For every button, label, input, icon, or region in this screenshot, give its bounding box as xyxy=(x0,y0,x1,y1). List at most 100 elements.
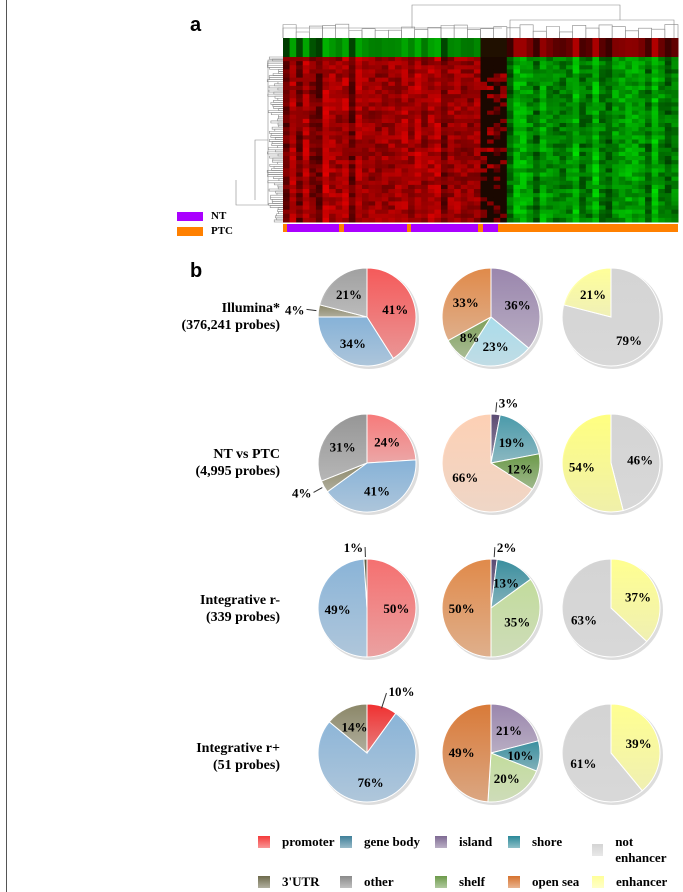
heatmap-cell xyxy=(520,197,528,202)
heatmap-cell xyxy=(296,94,304,99)
heatmap-cell xyxy=(421,73,429,79)
legend-swatch xyxy=(258,876,270,888)
heatmap-cell xyxy=(362,57,370,62)
heatmap-cell xyxy=(329,98,337,103)
heatmap-cell xyxy=(500,73,508,79)
heatmap-cell xyxy=(309,197,317,202)
heatmap-cell xyxy=(289,106,297,112)
heatmap-cell xyxy=(414,201,422,206)
heatmap-cell xyxy=(368,102,376,107)
heatmap-cell xyxy=(605,106,613,112)
heatmap-cell xyxy=(296,176,304,182)
heatmap-cell xyxy=(539,73,547,79)
heatmap-cell xyxy=(427,110,435,116)
heatmap-cell xyxy=(493,201,501,206)
heatmap-cell xyxy=(579,168,587,173)
heatmap-cell xyxy=(408,81,416,87)
heatmap-cell xyxy=(533,193,541,198)
heatmap-cell xyxy=(414,176,422,182)
heatmap-cell xyxy=(348,189,356,194)
heatmap-cell xyxy=(434,110,442,116)
slice-label: 24% xyxy=(374,435,400,450)
heatmap-cell xyxy=(283,201,291,206)
heatmap-cell xyxy=(302,151,310,157)
heatmap-cell xyxy=(658,77,666,83)
heatmap-cell xyxy=(441,106,449,112)
heatmap-cell xyxy=(368,172,376,178)
heatmap-cell xyxy=(480,164,488,169)
heatmap-cell xyxy=(441,94,449,99)
legend-swatch xyxy=(340,876,352,888)
heatmap-cell xyxy=(631,102,639,107)
heatmap-cell xyxy=(631,38,639,57)
heatmap-cell xyxy=(302,38,310,57)
heatmap-cell xyxy=(421,151,429,157)
heatmap-cell xyxy=(441,81,449,87)
dendrogram-branch xyxy=(273,219,283,223)
heatmap-cell xyxy=(454,205,462,211)
heatmap-cell xyxy=(533,184,541,190)
heatmap-cell xyxy=(309,65,317,70)
heatmap-cell xyxy=(368,106,376,112)
heatmap-cell xyxy=(605,135,613,140)
heatmap-cell xyxy=(460,114,468,120)
dendrogram-branch xyxy=(664,24,679,38)
heatmap-cell xyxy=(296,156,304,161)
heatmap-cell xyxy=(493,85,501,91)
heatmap-cell xyxy=(368,69,376,74)
heatmap-cell xyxy=(342,164,350,169)
heatmap-cell xyxy=(473,69,481,74)
heatmap-cell xyxy=(348,180,356,186)
heatmap-cell xyxy=(559,85,567,91)
heatmap-cell xyxy=(441,131,449,136)
heatmap-cell xyxy=(315,160,323,165)
heatmap-cell xyxy=(289,69,297,74)
heatmap-cell xyxy=(329,38,337,57)
heatmap-cell xyxy=(421,127,429,132)
heatmap-cell xyxy=(427,135,435,140)
heatmap-cell xyxy=(658,57,666,62)
sample-group-bar xyxy=(483,224,498,232)
heatmap-cell xyxy=(513,184,521,190)
heatmap-cell xyxy=(434,94,442,99)
heatmap-cell xyxy=(394,189,402,194)
heatmap-cell xyxy=(631,172,639,178)
heatmap-cell xyxy=(375,73,383,79)
heatmap-cell xyxy=(579,143,587,149)
heatmap-cell xyxy=(289,139,297,145)
slice-label: 31% xyxy=(330,439,356,454)
heatmap-cell xyxy=(599,90,607,95)
heatmap-cell xyxy=(539,38,547,57)
heatmap-cell xyxy=(585,102,593,107)
heatmap-cell xyxy=(618,143,626,149)
heatmap-cell xyxy=(612,106,620,112)
heatmap-cell xyxy=(546,193,554,198)
heatmap-cell xyxy=(302,217,310,223)
heatmap-cell xyxy=(520,90,528,95)
heatmap-cell xyxy=(671,57,679,62)
heatmap-cell xyxy=(296,110,304,116)
heatmap-cell xyxy=(520,81,528,87)
heatmap-cell xyxy=(342,81,350,87)
heatmap-cell xyxy=(599,65,607,70)
heatmap-cell xyxy=(487,213,495,219)
heatmap-cell xyxy=(533,77,541,83)
pie-slice-not-enhancer xyxy=(561,558,648,658)
heatmap-cell xyxy=(467,197,475,202)
heatmap-cell xyxy=(612,65,620,70)
heatmap-cell xyxy=(289,123,297,128)
heatmap-cell xyxy=(342,38,350,57)
heatmap-cell xyxy=(671,38,679,57)
heatmap-cell xyxy=(625,81,633,87)
heatmap-cell xyxy=(315,81,323,87)
heatmap-cell xyxy=(552,131,560,136)
heatmap-cell xyxy=(559,127,567,132)
heatmap-cell xyxy=(500,114,508,120)
heatmap-cell xyxy=(592,189,600,194)
heatmap-cell xyxy=(664,193,672,198)
heatmap-cell xyxy=(388,139,396,145)
heatmap-cell xyxy=(322,205,330,211)
heatmap-cell xyxy=(539,180,547,186)
heatmap-cell xyxy=(664,176,672,182)
heatmap-cell xyxy=(638,123,646,128)
